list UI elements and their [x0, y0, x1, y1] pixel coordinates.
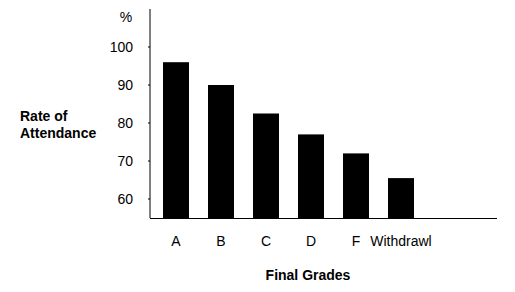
y-tick-label: 80 [117, 115, 133, 131]
bars [163, 62, 414, 218]
x-tick-label: C [261, 233, 271, 249]
x-tick-label: D [306, 233, 316, 249]
y-axis [150, 9, 151, 218]
x-axis [150, 218, 497, 219]
y-tick-label: 60 [117, 191, 133, 207]
bar [298, 134, 324, 218]
y-tick [148, 85, 150, 86]
y-tick-label: 100 [110, 39, 134, 55]
bar [388, 178, 414, 218]
y-tick [148, 123, 150, 124]
y-axis-label-line: Attendance [20, 125, 96, 141]
x-axis-label: Final Grades [266, 267, 351, 283]
bar [343, 153, 369, 218]
bar [163, 62, 189, 218]
y-tick [148, 161, 150, 162]
y-tick [148, 47, 150, 48]
annotation: % [120, 9, 132, 25]
chart-container: 60 70 80 90 100% A B C D F Withdrawl Final Grades Ra… [0, 0, 515, 292]
y-tick-label: 70 [117, 153, 133, 169]
y-axis-label-line: Rate of [20, 108, 68, 124]
x-tick-label: B [216, 233, 225, 249]
chart-svg: 60 70 80 90 100% A B C D F Withdrawl Final Grades Ra… [0, 0, 515, 292]
bar [253, 114, 279, 219]
bar [208, 85, 234, 218]
x-tick-label: F [352, 233, 361, 249]
y-axis-label: Rate ofAttendance [20, 108, 96, 141]
y-tick-label: 90 [117, 77, 133, 93]
y-tick [148, 199, 150, 200]
x-tick-label: Withdrawl [370, 233, 431, 249]
x-tick-label: A [171, 233, 181, 249]
